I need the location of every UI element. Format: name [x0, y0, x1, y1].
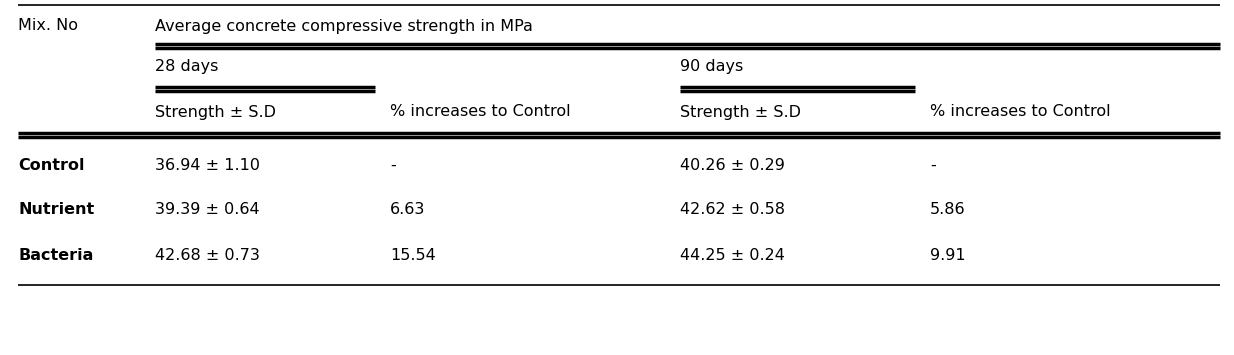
Text: Strength ± S.D: Strength ± S.D: [680, 104, 801, 120]
Text: 90 days: 90 days: [680, 60, 743, 75]
Text: Control: Control: [19, 158, 84, 173]
Text: 39.39 ± 0.64: 39.39 ± 0.64: [155, 202, 259, 218]
Text: 28 days: 28 days: [155, 60, 218, 75]
Text: Average concrete compressive strength in MPa: Average concrete compressive strength in…: [155, 18, 533, 33]
Text: 36.94 ± 1.10: 36.94 ± 1.10: [155, 158, 260, 173]
Text: 42.68 ± 0.73: 42.68 ± 0.73: [155, 247, 260, 262]
Text: 44.25 ± 0.24: 44.25 ± 0.24: [680, 247, 785, 262]
Text: -: -: [390, 158, 396, 173]
Text: 15.54: 15.54: [390, 247, 436, 262]
Text: Mix. No: Mix. No: [19, 18, 78, 33]
Text: % increases to Control: % increases to Control: [390, 104, 570, 120]
Text: 6.63: 6.63: [390, 202, 426, 218]
Text: 9.91: 9.91: [930, 247, 966, 262]
Text: 5.86: 5.86: [930, 202, 966, 218]
Text: Bacteria: Bacteria: [19, 247, 94, 262]
Text: 40.26 ± 0.29: 40.26 ± 0.29: [680, 158, 785, 173]
Text: Nutrient: Nutrient: [19, 202, 94, 218]
Text: % increases to Control: % increases to Control: [930, 104, 1111, 120]
Text: Strength ± S.D: Strength ± S.D: [155, 104, 276, 120]
Text: 42.62 ± 0.58: 42.62 ± 0.58: [680, 202, 785, 218]
Text: -: -: [930, 158, 935, 173]
